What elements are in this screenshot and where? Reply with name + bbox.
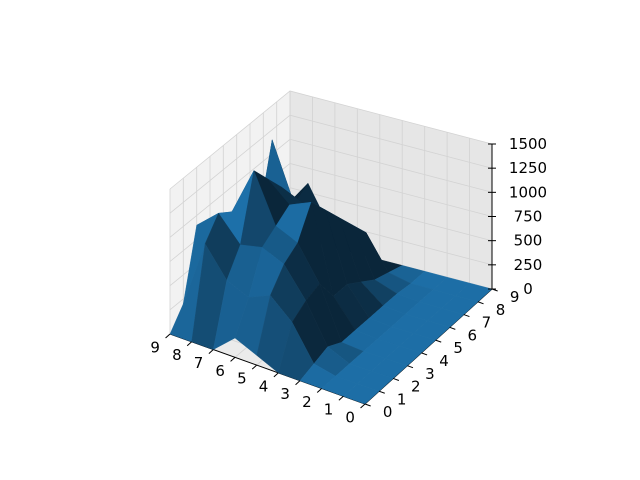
x-tick-mark — [230, 356, 236, 362]
y-tick-mark — [407, 365, 414, 369]
x-tick-mark — [208, 349, 214, 354]
z-tick-label: 750 — [514, 208, 543, 226]
z-tick-label: 250 — [514, 256, 543, 274]
x-tick-label: 8 — [172, 346, 182, 364]
y-tick-label: 6 — [467, 326, 477, 344]
y-tick-label: 5 — [453, 339, 463, 357]
x-tick-label: 2 — [302, 393, 312, 411]
x-tick-mark — [316, 388, 323, 393]
x-tick-mark — [295, 380, 301, 386]
x-tick-mark — [165, 333, 171, 339]
z-tick-label: 0 — [523, 280, 533, 298]
gridline-z — [169, 114, 493, 214]
z-tick-label: 1000 — [509, 183, 547, 201]
y-tick-label: 9 — [510, 288, 520, 306]
x-tick-label: 5 — [237, 370, 247, 388]
z-tick-label: 1500 — [509, 135, 547, 153]
x-tick-label: 7 — [194, 354, 204, 372]
x-tick-label: 1 — [324, 401, 334, 419]
surface-patch — [342, 383, 380, 405]
y-tick-mark — [463, 314, 470, 318]
y-tick-mark — [477, 301, 484, 305]
x-tick-label: 9 — [150, 338, 160, 356]
x-tick-label: 4 — [259, 377, 269, 395]
y-tick-mark — [435, 339, 442, 343]
y-tick-label: 7 — [482, 314, 492, 332]
x-tick-mark — [360, 403, 366, 409]
x-tick-label: 3 — [280, 385, 290, 403]
y-tick-mark — [393, 377, 400, 381]
x-tick-label: 6 — [215, 362, 225, 380]
y-tick-mark — [421, 352, 428, 356]
gridline-z — [169, 90, 493, 190]
gridline-z — [169, 138, 493, 238]
y-tick-label: 0 — [383, 403, 393, 421]
z-tick-label: 500 — [514, 232, 543, 250]
x-tick-mark — [251, 364, 258, 370]
x-tick-mark — [186, 341, 193, 347]
y-tick-label: 8 — [496, 301, 506, 319]
surface-mesh — [169, 139, 493, 405]
x-tick-mark — [338, 395, 344, 401]
x-tick-mark — [273, 372, 279, 378]
y-tick-label: 2 — [411, 378, 421, 396]
y-tick-label: 3 — [425, 365, 435, 383]
y-tick-label: 1 — [397, 390, 407, 408]
x-tick-label: 0 — [345, 408, 355, 426]
z-tick-label: 1250 — [509, 159, 547, 177]
y-tick-mark — [378, 390, 385, 394]
y-tick-label: 4 — [439, 352, 449, 370]
y-tick-mark — [449, 326, 456, 330]
y-tick-mark — [364, 403, 371, 407]
